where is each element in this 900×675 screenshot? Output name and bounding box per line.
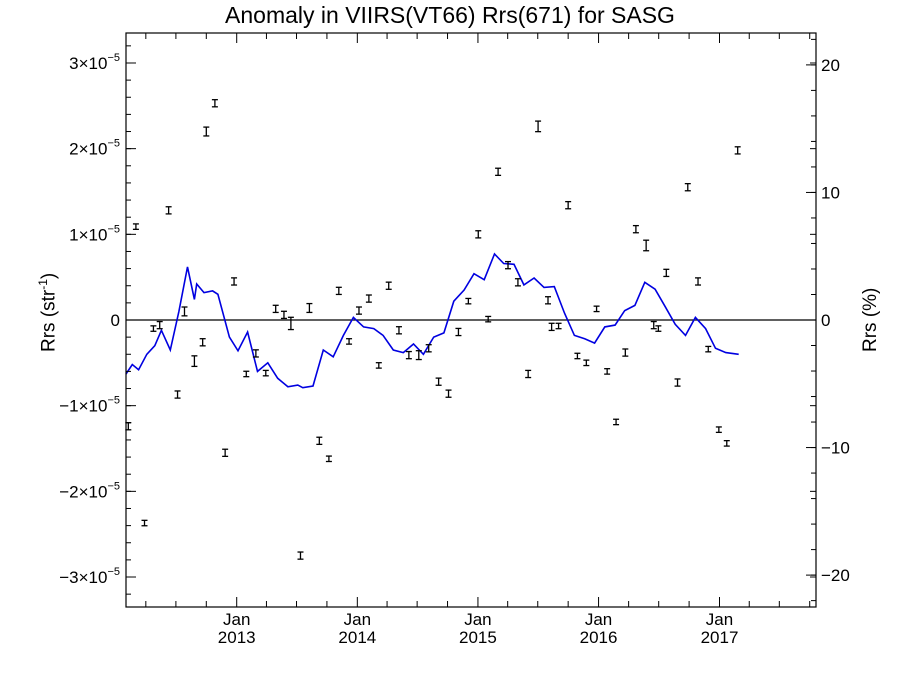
data-point <box>199 338 206 347</box>
data-point <box>455 327 462 337</box>
data-point <box>622 348 629 357</box>
data-point <box>734 146 741 155</box>
data-point <box>674 378 681 387</box>
y-left-tick-label: 2×10−5 <box>69 138 120 159</box>
data-point <box>574 352 581 360</box>
y-right-tick-label: 20 <box>821 56 840 75</box>
y-left-tick-label: 3×10−5 <box>69 52 120 73</box>
x-tick-label-year: 2014 <box>338 628 376 647</box>
y-axis-left-label: Rrs (str-1) <box>36 273 60 352</box>
y-axis-left-label-end: ) <box>38 272 60 280</box>
y-right-tick-label: −10 <box>821 439 850 458</box>
data-point <box>548 322 555 332</box>
x-tick-label-year: 2016 <box>580 628 618 647</box>
x-tick-label-month: Jan <box>223 610 250 629</box>
y-right-tick-label: 0 <box>821 311 830 330</box>
data-point <box>632 224 639 234</box>
data-point <box>544 296 551 305</box>
data-point <box>325 455 332 463</box>
data-point <box>663 268 670 278</box>
data-point <box>181 306 188 317</box>
data-point <box>445 389 452 398</box>
data-point <box>211 99 218 108</box>
data-point <box>475 230 482 239</box>
data-point <box>280 310 287 320</box>
data-point <box>174 390 181 399</box>
data-point <box>425 344 432 353</box>
data-point <box>141 519 148 527</box>
data-point <box>684 182 691 192</box>
data-point <box>415 350 422 361</box>
data-point <box>272 304 279 314</box>
data-point <box>385 281 392 290</box>
data-point <box>365 294 372 303</box>
data-point <box>435 377 442 386</box>
data-point <box>465 297 472 305</box>
x-tick-label-month: Jan <box>585 610 612 629</box>
data-point <box>335 286 342 296</box>
data-point <box>583 359 590 367</box>
data-point <box>485 315 492 323</box>
data-point <box>150 325 157 332</box>
x-tick-label-year: 2017 <box>701 628 739 647</box>
data-point <box>262 369 269 377</box>
data-point <box>222 448 229 458</box>
data-point <box>405 350 412 360</box>
y-left-tick-label: −2×10−5 <box>59 480 120 501</box>
y-left-tick-label: 1×10−5 <box>69 223 120 244</box>
data-point <box>346 338 353 345</box>
data-point <box>252 349 259 358</box>
data-point <box>535 120 542 133</box>
data-point <box>297 551 304 560</box>
data-point <box>643 239 650 252</box>
data-point <box>604 368 611 375</box>
data-point <box>505 260 512 270</box>
x-tick-label-month: Jan <box>344 610 371 629</box>
data-point <box>723 440 730 447</box>
data-point <box>165 206 172 215</box>
chart-title: Anomaly in VIIRS(VT66) Rrs(671) for SASG <box>225 2 675 28</box>
y-left-tick-label: −3×10−5 <box>59 566 120 587</box>
y-axis-left-label-base: Rrs (str <box>38 289 60 352</box>
x-tick-label-month: Jan <box>464 610 491 629</box>
data-point <box>203 126 210 137</box>
data-point <box>495 167 502 177</box>
data-point <box>316 436 323 446</box>
data-point <box>355 306 362 315</box>
data-point <box>231 277 238 286</box>
data-point <box>715 426 722 434</box>
x-tick-label-year: 2013 <box>218 628 256 647</box>
mean-anomaly-line <box>125 252 739 389</box>
data-point <box>565 200 572 210</box>
y-axis-left-label-sup: -1 <box>36 279 50 290</box>
y-right-tick-label: −20 <box>821 566 850 585</box>
data-point <box>695 277 702 286</box>
y-right-tick-label: 10 <box>821 183 840 202</box>
y-left-tick-label: −1×10−5 <box>59 395 120 416</box>
data-point <box>525 369 532 379</box>
data-point <box>555 322 562 330</box>
data-point <box>156 320 163 330</box>
data-point <box>705 345 712 353</box>
y-axis-right-label: Rrs (%) <box>860 287 881 352</box>
data-point <box>655 325 662 332</box>
data-point <box>514 278 521 287</box>
x-tick-label-year: 2015 <box>459 628 497 647</box>
data-point <box>613 418 620 426</box>
data-point <box>191 355 198 368</box>
data-point <box>306 302 313 314</box>
data-point <box>287 316 294 331</box>
data-point <box>650 320 657 330</box>
y-left-tick-label: 0 <box>111 311 120 330</box>
data-point <box>375 362 382 369</box>
data-point <box>243 370 250 378</box>
data-point <box>593 305 600 313</box>
data-point <box>132 223 139 230</box>
data-point <box>395 326 402 335</box>
x-tick-label-month: Jan <box>706 610 733 629</box>
